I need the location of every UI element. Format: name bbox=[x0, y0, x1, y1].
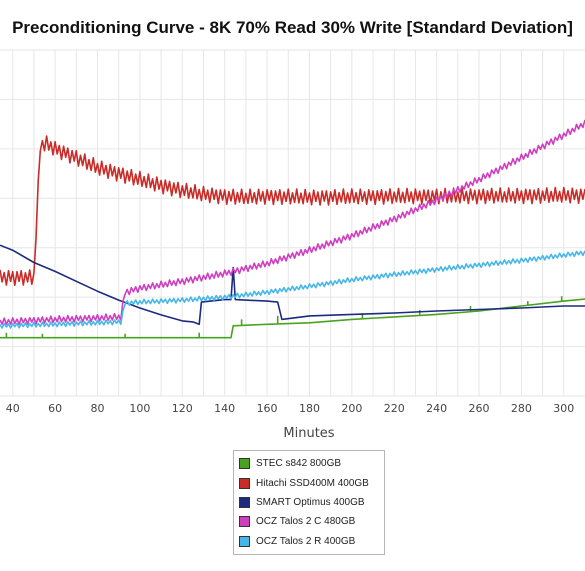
legend-label: OCZ Talos 2 R 400GB bbox=[256, 535, 356, 547]
legend-swatch bbox=[239, 535, 250, 547]
series-lines bbox=[0, 119, 585, 339]
legend-item: OCZ Talos 2 R 400GB bbox=[234, 532, 384, 551]
x-tick-label: 180 bbox=[299, 402, 320, 415]
x-tick-label: 60 bbox=[48, 402, 62, 415]
legend-swatch bbox=[239, 516, 250, 528]
x-tick-label: 280 bbox=[511, 402, 532, 415]
series-line-hitachi-ssd400m-400gb bbox=[0, 135, 585, 287]
series-line-ocz-talos-2-r-400gb bbox=[0, 250, 585, 329]
legend-item: SMART Optimus 400GB bbox=[234, 493, 384, 512]
x-tick-label: 240 bbox=[426, 402, 447, 415]
legend-label: STEC s842 800GB bbox=[256, 458, 342, 470]
x-tick-label: 220 bbox=[384, 402, 405, 415]
series-line-stec-s842-800gb bbox=[0, 296, 585, 339]
x-tick-labels: 40 60 80 100 120 140 160 180 200 220 240 260 280 300 bbox=[6, 402, 575, 415]
x-tick-label: 300 bbox=[553, 402, 574, 415]
series-line-ocz-talos-2-c-480gb bbox=[0, 119, 585, 325]
x-tick-label: 140 bbox=[214, 402, 235, 415]
grid-lines bbox=[0, 49, 585, 397]
x-tick-label: 200 bbox=[341, 402, 362, 415]
legend-swatch bbox=[239, 477, 250, 489]
x-axis-title: Minutes bbox=[283, 426, 334, 440]
legend-label: SMART Optimus 400GB bbox=[256, 496, 365, 508]
legend-item: Hitachi SSD400M 400GB bbox=[234, 473, 384, 492]
chart-title: Preconditioning Curve - 8K 70% Read 30% … bbox=[12, 18, 573, 37]
legend-label: Hitachi SSD400M 400GB bbox=[256, 477, 369, 489]
chart-plot: 40 60 80 100 120 140 160 180 200 220 240 260 280 300 … bbox=[0, 49, 585, 440]
x-tick-label: 160 bbox=[257, 402, 278, 415]
legend-label: OCZ Talos 2 C 480GB bbox=[256, 516, 356, 528]
legend-swatch bbox=[239, 458, 250, 470]
legend-item: OCZ Talos 2 C 480GB bbox=[234, 512, 384, 531]
legend: STEC s842 800GB Hitachi SSD400M 400GB SMAR… bbox=[233, 450, 385, 555]
series-line-smart-optimus-400gb bbox=[0, 244, 585, 326]
legend-swatch bbox=[239, 496, 250, 508]
x-tick-label: 80 bbox=[91, 402, 105, 415]
x-tick-label: 120 bbox=[172, 402, 193, 415]
x-tick-label: 40 bbox=[6, 402, 20, 415]
x-tick-label: 260 bbox=[469, 402, 490, 415]
legend-item: STEC s842 800GB bbox=[234, 454, 384, 473]
x-tick-label: 100 bbox=[129, 402, 150, 415]
